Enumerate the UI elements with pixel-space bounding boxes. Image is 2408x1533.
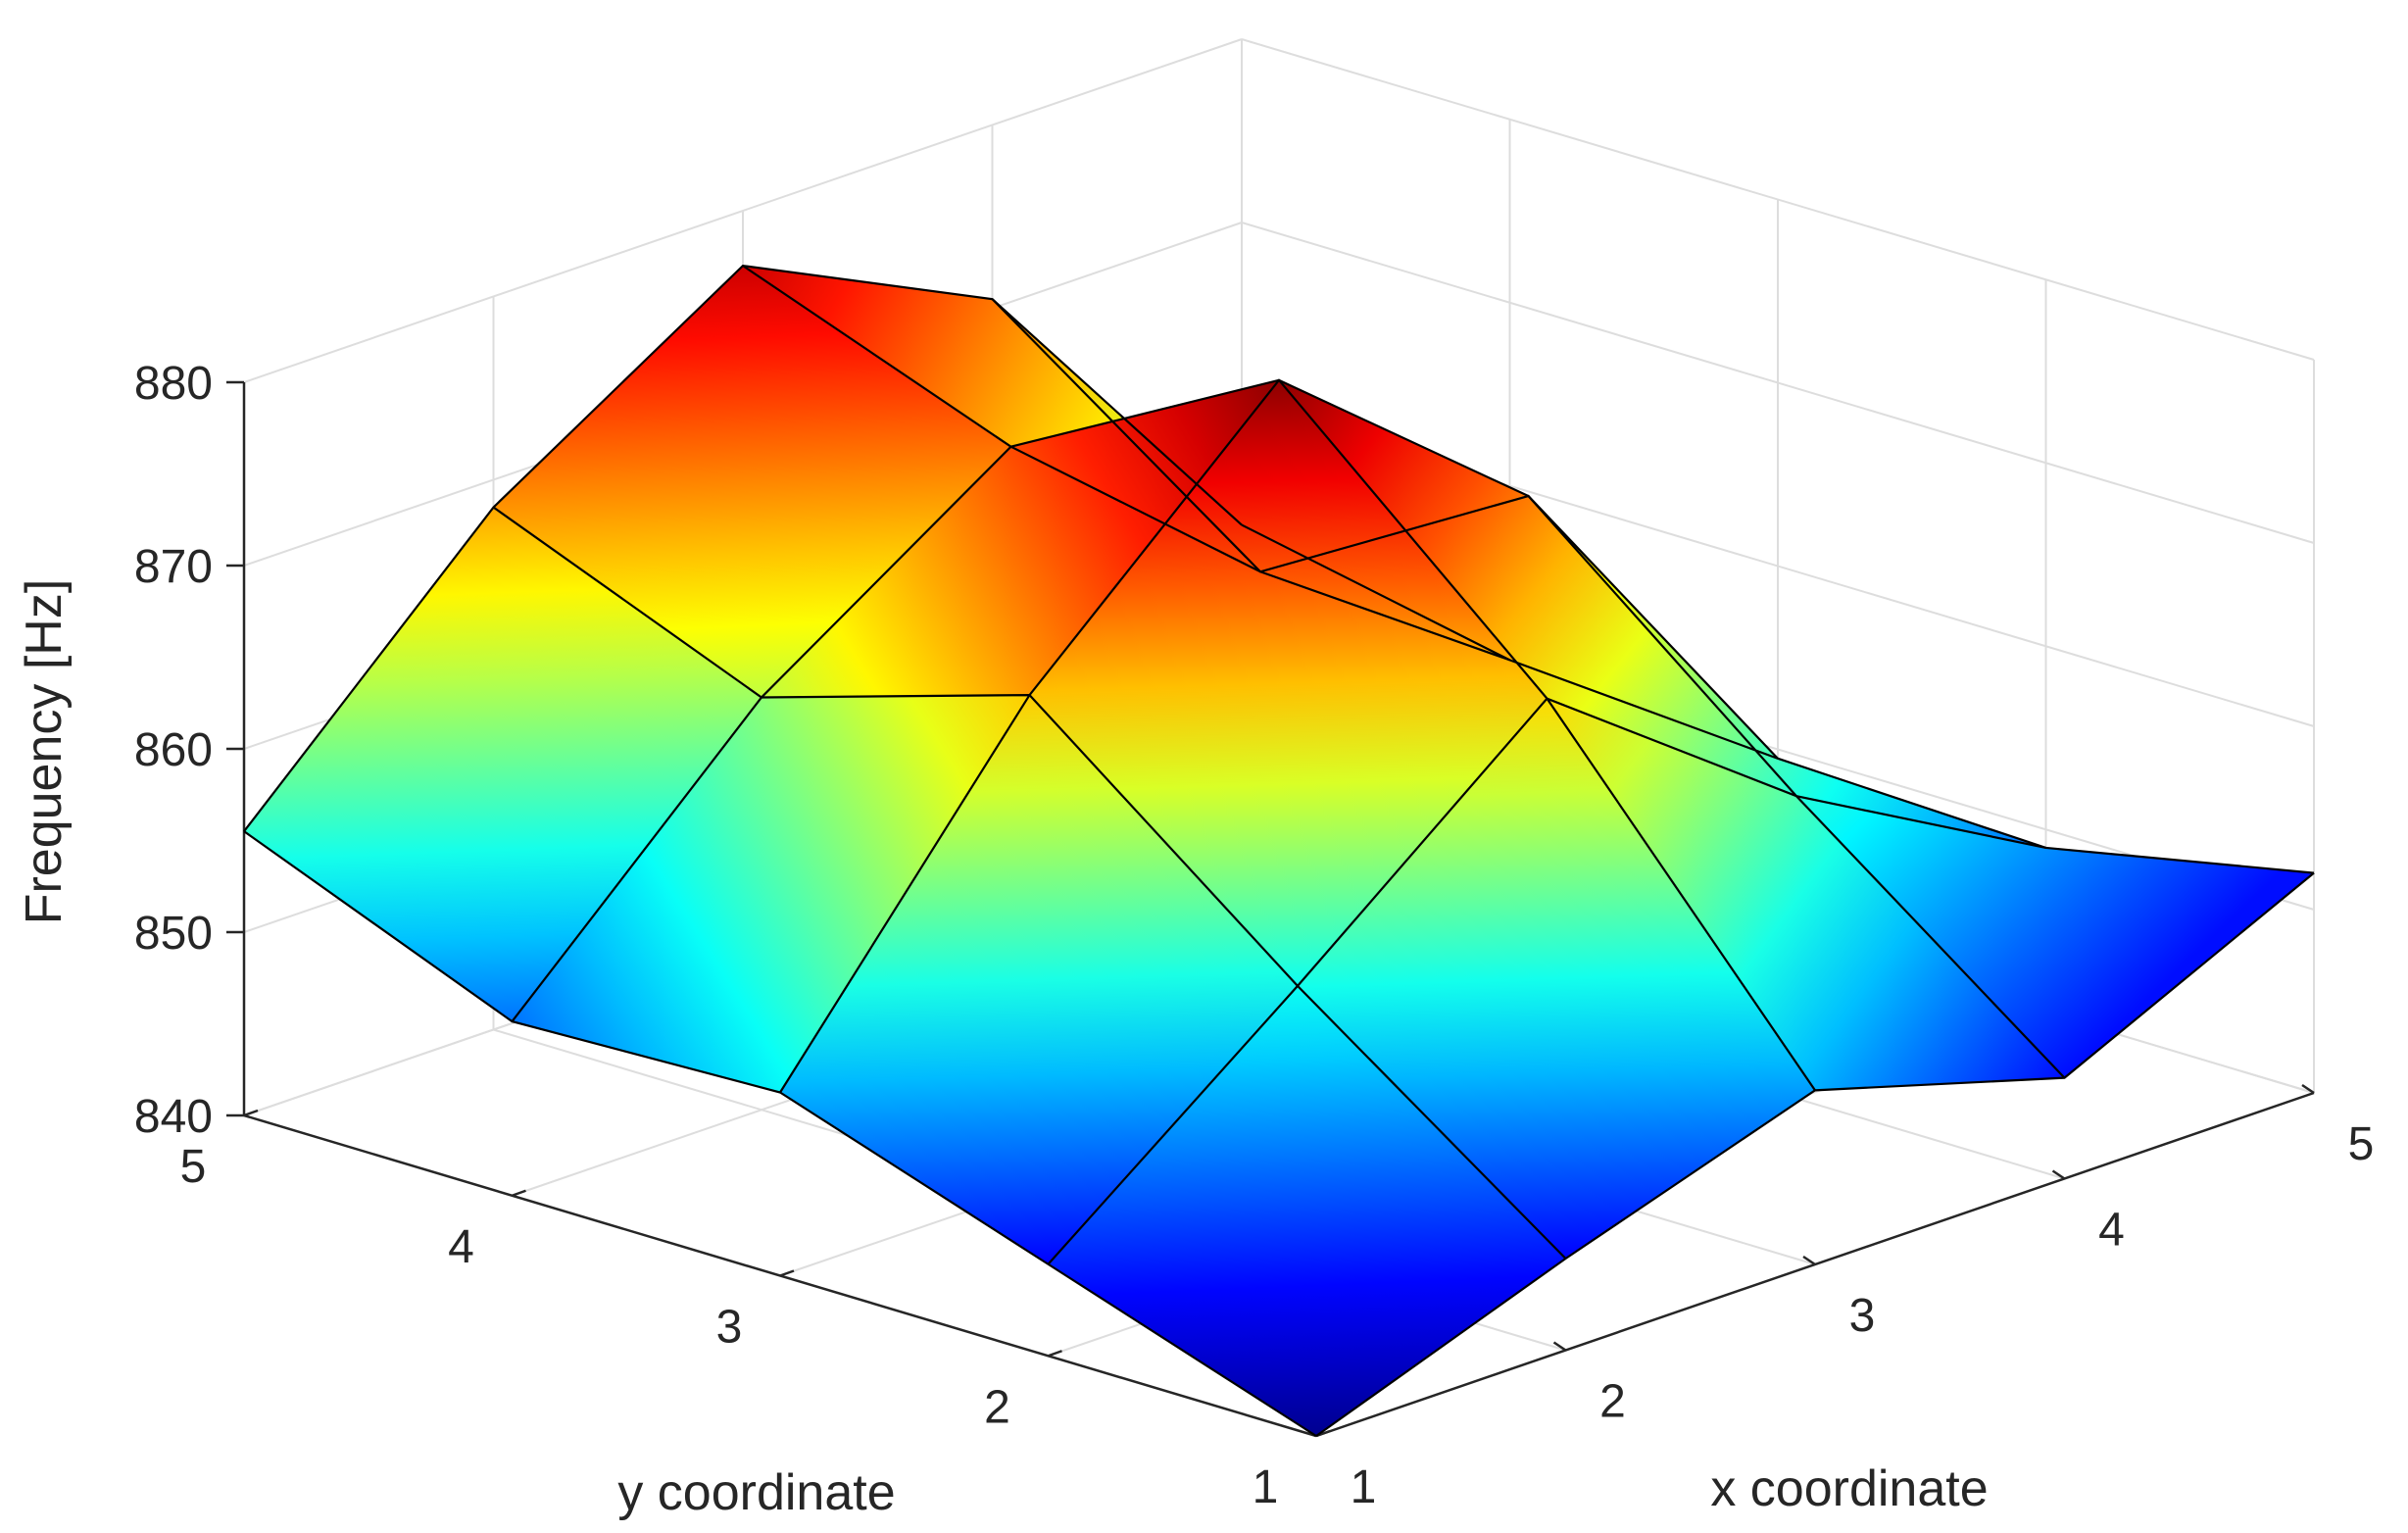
surface-mesh <box>243 264 2315 1437</box>
mesh-line-col <box>243 830 1317 1437</box>
surface <box>244 266 2314 1436</box>
surface-patch <box>1796 796 2314 1078</box>
x-tick-mark <box>2301 1083 2315 1095</box>
surface-patch <box>512 695 1030 1093</box>
y-tick-label: 5 <box>180 1141 207 1193</box>
x-tick-label: 2 <box>1599 1376 1626 1428</box>
surface-patch <box>1279 379 1796 797</box>
z-axis-label: Frequency [Hz] <box>16 579 73 925</box>
y-tick-mark <box>512 1189 526 1197</box>
x-tick-label: 5 <box>2348 1118 2375 1170</box>
z-tick-label: 840 <box>134 1091 213 1143</box>
mesh-line-col <box>1241 523 2315 874</box>
y-tick-label: 1 <box>1253 1461 1279 1513</box>
axes <box>226 380 2315 1438</box>
x-tick-mark <box>1802 1255 1816 1266</box>
y-tick-label: 3 <box>716 1302 743 1354</box>
y-tick-mark <box>243 1109 259 1117</box>
x-tick-label: 1 <box>1351 1461 1377 1513</box>
x-tick-mark <box>1552 1341 1567 1352</box>
mesh-line-col <box>492 506 1567 1260</box>
x-tick-label: 4 <box>2098 1205 2125 1257</box>
gridline <box>1241 38 2315 361</box>
y-tick-label: 4 <box>448 1221 474 1273</box>
y-tick-mark <box>779 1269 795 1277</box>
surface-patch <box>1298 698 1815 1259</box>
tick-labels: 840 850 860 870 880 1 2 3 4 5 1 2 3 4 5 <box>134 358 2374 1513</box>
z-tick-label: 850 <box>134 908 213 960</box>
z-tick-label: 870 <box>134 541 213 593</box>
y-tick-mark <box>1048 1350 1062 1358</box>
surface-patch <box>780 695 1298 1264</box>
y-axis-label: y coordinate <box>617 1464 895 1521</box>
mesh-line-col <box>742 265 1816 1091</box>
mesh-line-col <box>991 298 2066 1079</box>
z-tick-label: 880 <box>134 358 213 410</box>
x-tick-label: 3 <box>1849 1290 1876 1342</box>
surface-patch <box>1048 985 1566 1436</box>
z-tick-label: 860 <box>134 724 213 776</box>
x-axis-label: x coordinate <box>1710 1460 1988 1517</box>
y-tick-label: 2 <box>984 1381 1010 1433</box>
surface-patch <box>244 507 762 1022</box>
x-tick-mark <box>2051 1169 2066 1180</box>
gridline <box>243 38 1243 383</box>
surface-patch <box>1547 698 2065 1091</box>
gridline <box>1241 222 2315 544</box>
surface-patch <box>1528 496 2046 848</box>
surface-patch <box>493 266 1011 698</box>
